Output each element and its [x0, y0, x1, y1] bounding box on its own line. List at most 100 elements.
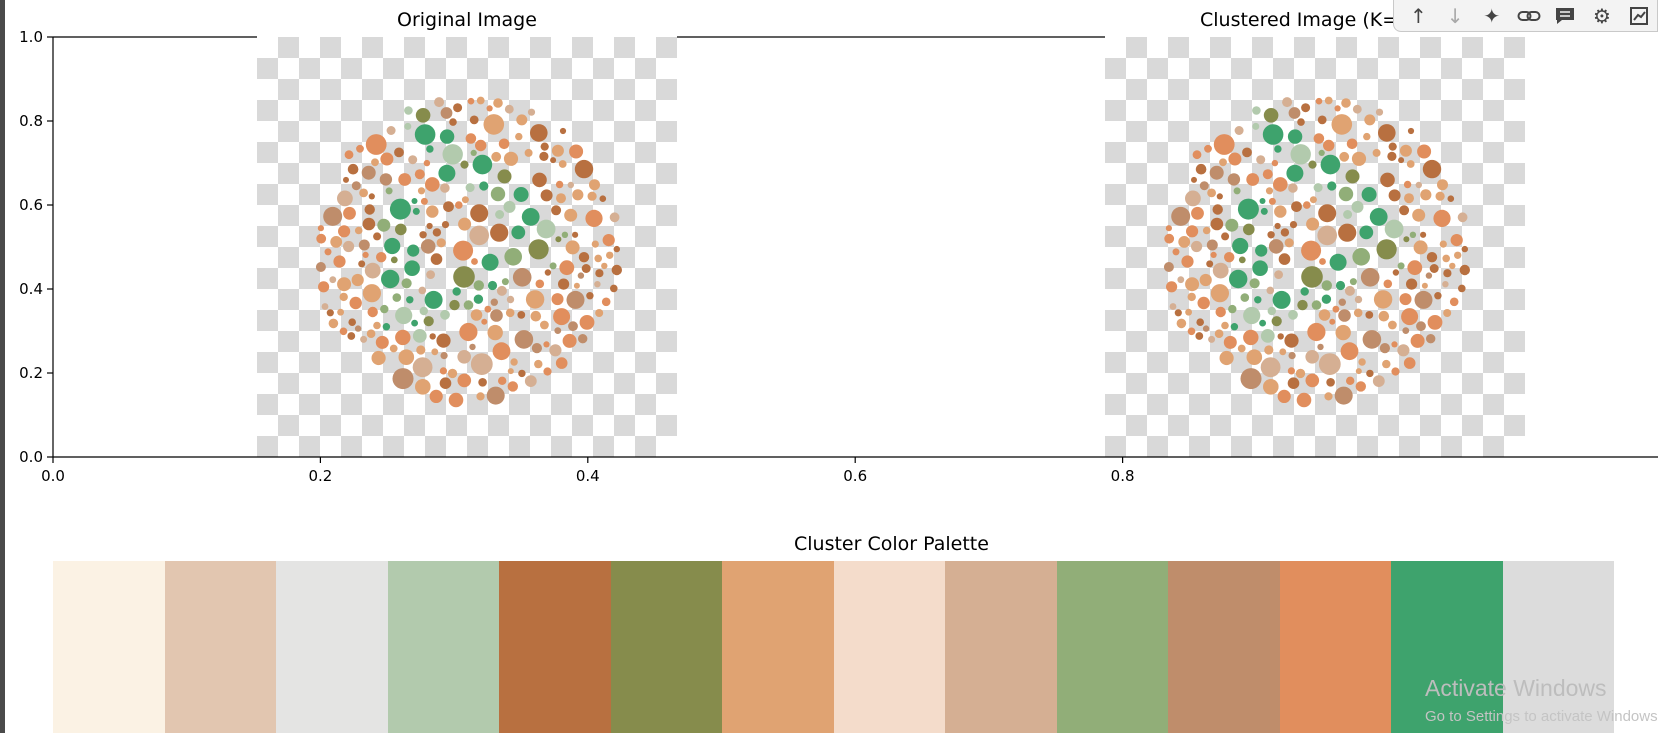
plate-dot: [1204, 144, 1212, 153]
plate-dot: [1262, 169, 1273, 180]
plate-dot: [1303, 201, 1311, 209]
palette-swatch: [53, 561, 165, 733]
plate-dot: [457, 373, 472, 388]
plate-dot: [1360, 268, 1380, 287]
plate-dot: [368, 193, 375, 200]
plate-dot: [525, 290, 545, 309]
plate-dot: [476, 96, 485, 105]
plate-dot: [595, 269, 604, 278]
plate-dot: [1166, 281, 1178, 293]
plate-dot: [507, 381, 518, 392]
plate-dot: [377, 218, 391, 232]
plate-dot: [443, 201, 454, 213]
plate-dot: [490, 309, 503, 322]
plate-dot: [1286, 164, 1304, 182]
plate-dot: [317, 225, 324, 232]
plate-dot: [1338, 309, 1351, 322]
plate-dot: [373, 232, 382, 241]
plate-dot: [1266, 286, 1275, 295]
plate-dot: [492, 342, 511, 361]
gear-icon[interactable]: ⚙: [1592, 3, 1611, 28]
plate-dot: [602, 234, 615, 247]
plate-dot: [1406, 160, 1415, 168]
plate-dot: [1358, 358, 1366, 366]
plate-dot: [351, 273, 364, 287]
comment-icon[interactable]: [1547, 1, 1584, 31]
plate-dot: [453, 266, 475, 288]
plate-dot: [1178, 236, 1191, 248]
plate-dot: [358, 260, 366, 268]
plate-dot: [1349, 278, 1357, 286]
plate-dot: [532, 172, 547, 188]
plate-dot: [1255, 244, 1268, 257]
plate-dot: [339, 327, 348, 336]
window-edge: [0, 0, 5, 733]
plate-dot: [565, 240, 580, 255]
plate-dot: [501, 278, 509, 286]
plate-dot: [1234, 126, 1244, 135]
plate-dot: [1274, 145, 1282, 153]
x-tick-label: 0.6: [843, 467, 867, 485]
plate-dot: [1243, 329, 1259, 346]
plate-dot: [411, 198, 418, 204]
plate-dot: [1373, 290, 1393, 309]
plate-dot: [1399, 205, 1410, 216]
plate-dot: [1210, 251, 1217, 258]
plate-dot: [1297, 118, 1305, 126]
plate-dot: [1187, 327, 1196, 336]
plate-dot: [476, 392, 485, 401]
plate-dot: [1225, 218, 1239, 232]
palette-swatch: [610, 561, 722, 733]
plate-dot: [1221, 321, 1229, 330]
plate-dot: [491, 151, 502, 162]
plate-dot: [1318, 309, 1331, 321]
plate-dot: [1242, 147, 1252, 158]
plate-dot: [1287, 367, 1295, 375]
plate-dot: [606, 251, 614, 259]
plate-dot: [366, 329, 376, 339]
y-tick-label: 0.4: [19, 280, 43, 298]
plate-dot: [613, 245, 620, 253]
plate-dot: [551, 144, 564, 157]
plate-dot: [1260, 329, 1275, 343]
link-icon[interactable]: [1510, 1, 1547, 31]
plate-dot: [1288, 107, 1301, 119]
sparkle-icon[interactable]: ✦: [1483, 3, 1501, 28]
chart-icon[interactable]: [1620, 1, 1657, 31]
plate-dot: [1340, 342, 1359, 361]
arrow-up-icon[interactable]: ↑: [1409, 3, 1427, 28]
plate-dot: [1219, 350, 1234, 366]
plate-dot: [338, 225, 351, 238]
plate-dot: [379, 173, 393, 186]
plate-dot: [398, 173, 412, 186]
clustered-image-title: Clustered Image (K=: [1200, 9, 1399, 31]
plate-dot: [535, 279, 545, 289]
plate-dot: [585, 209, 603, 227]
plate-dot: [1237, 198, 1259, 220]
plate-dot: [1278, 253, 1291, 265]
plate-dot: [1284, 333, 1299, 348]
plate-dot: [448, 392, 464, 408]
floating-toolbar: ↑ ↓ ✦ ⚙: [1393, 0, 1658, 32]
y-tick-label: 0.6: [19, 196, 43, 214]
plate-dot: [1416, 321, 1426, 332]
plate-dot: [1434, 292, 1442, 300]
plate-dot: [1301, 240, 1322, 261]
plate-dot: [574, 159, 594, 179]
plate-dot: [1274, 205, 1287, 218]
plate-dot: [1410, 333, 1425, 348]
plate-dot: [503, 200, 516, 213]
plate-dot: [1210, 217, 1224, 231]
plate-dot: [349, 296, 362, 310]
plate-dot: [1407, 127, 1415, 135]
arrow-down-icon[interactable]: ↓: [1446, 3, 1464, 28]
plate-dot: [1433, 209, 1451, 227]
plate-dot: [401, 278, 412, 289]
palette-swatch: [945, 561, 1057, 733]
plate-dot: [423, 159, 431, 167]
plate-dot: [318, 281, 330, 293]
plate-dot: [1375, 108, 1384, 116]
plate-dot: [429, 389, 443, 403]
plate-dot: [1392, 269, 1400, 276]
